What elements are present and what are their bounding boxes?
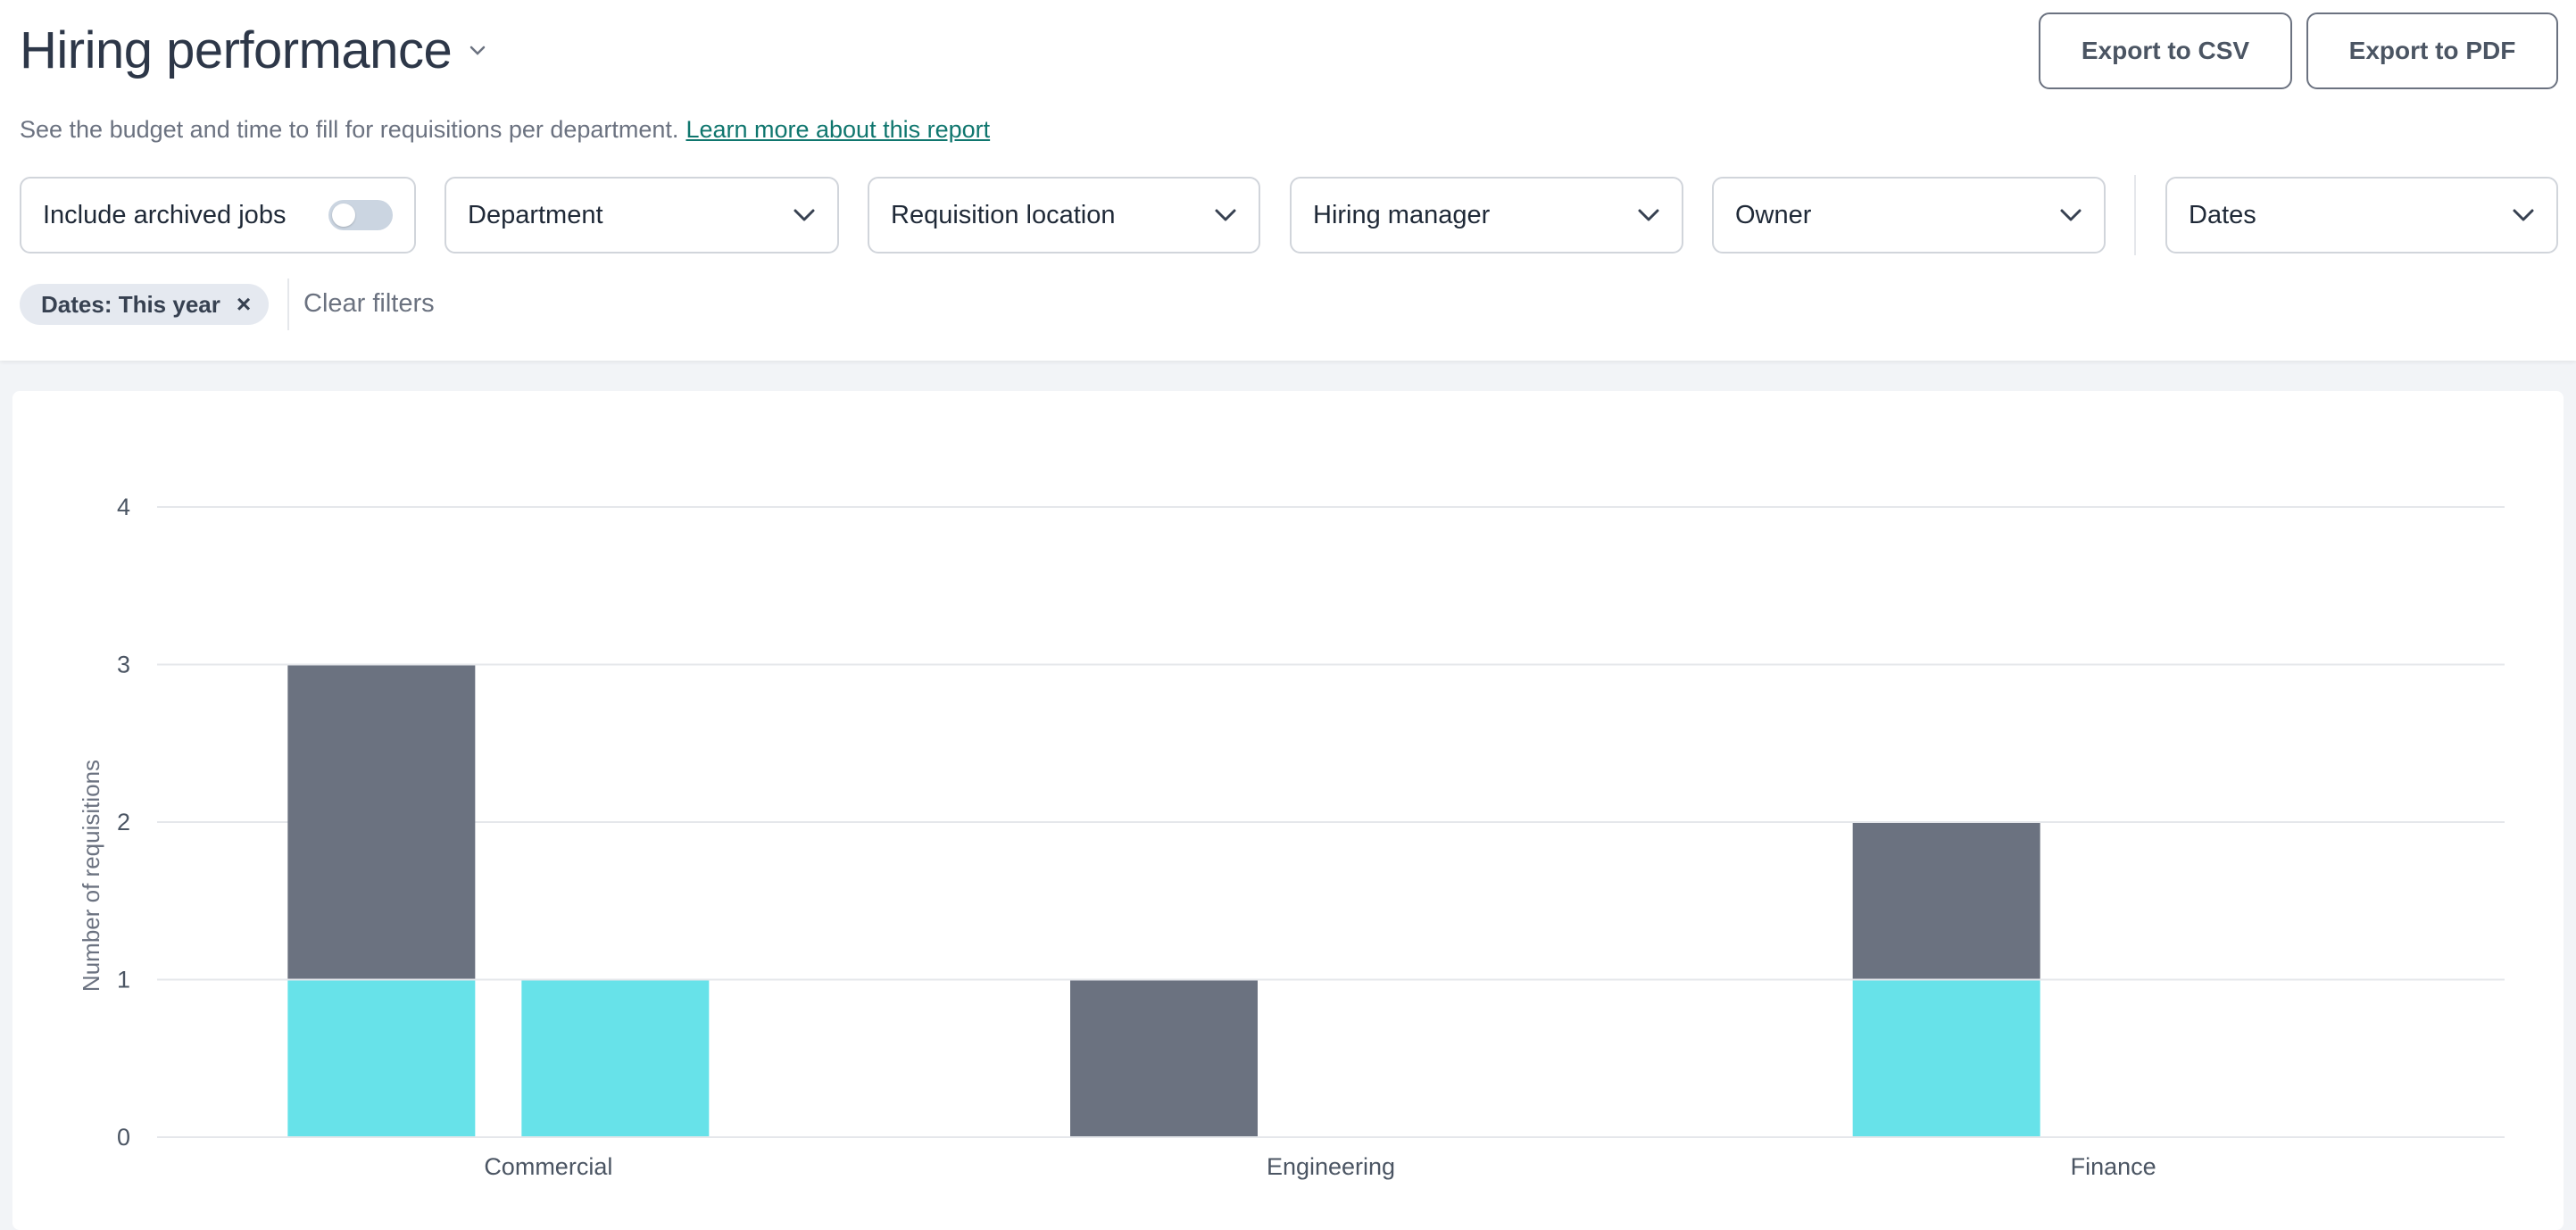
bar-segment[interactable] bbox=[1852, 823, 2040, 979]
owner-label: Owner bbox=[1735, 200, 1812, 229]
bar-segment[interactable] bbox=[1852, 980, 2040, 1137]
x-tick-label: Engineering bbox=[1267, 1153, 1395, 1180]
learn-more-link[interactable]: Learn more about this report bbox=[686, 116, 991, 143]
filter-divider bbox=[2134, 175, 2136, 255]
chevron-down-icon bbox=[1215, 209, 1236, 221]
y-tick-label: 2 bbox=[117, 809, 130, 835]
export-csv-button[interactable]: Export to CSV bbox=[2039, 12, 2292, 89]
y-tick-label: 1 bbox=[117, 967, 130, 993]
chart-card: 0 1 2 3 4 Commercial Engineering Finance Number… bbox=[12, 391, 2564, 1230]
department-label: Department bbox=[468, 200, 603, 229]
dates-label: Dates bbox=[2189, 200, 2256, 229]
bar-segment[interactable] bbox=[1070, 980, 1258, 1137]
include-archived-filter[interactable]: Include archived jobs bbox=[20, 177, 416, 253]
y-tick-label: 0 bbox=[117, 1124, 130, 1151]
x-tick-label: Finance bbox=[2071, 1153, 2156, 1180]
y-axis-title: Number of requisitions bbox=[78, 760, 104, 992]
chevron-down-icon bbox=[2060, 209, 2082, 221]
dates-filter-chip-label: Dates: This year bbox=[41, 290, 220, 318]
chart-grid bbox=[157, 506, 2505, 1138]
bar-segment[interactable] bbox=[521, 980, 710, 1137]
requisitions-bar-chart: 0 1 2 3 4 Commercial Engineering Finance Number… bbox=[78, 494, 2505, 1180]
department-dropdown[interactable]: Department bbox=[445, 177, 839, 253]
dates-filter-chip: Dates: This year × bbox=[20, 284, 270, 325]
owner-dropdown[interactable]: Owner bbox=[1712, 177, 2106, 253]
y-tick-label: 3 bbox=[117, 652, 130, 678]
export-pdf-button[interactable]: Export to PDF bbox=[2306, 12, 2558, 89]
bar-segment[interactable] bbox=[287, 980, 476, 1137]
page-title[interactable]: Hiring performance bbox=[20, 21, 453, 79]
chart-labels: 0 1 2 3 4 Commercial Engineering Finance bbox=[117, 494, 2156, 1180]
chart-bars bbox=[287, 665, 2040, 1137]
hiring-manager-label: Hiring manager bbox=[1313, 200, 1491, 229]
requisition-location-label: Requisition location bbox=[891, 200, 1116, 229]
report-header: Hiring performance Export to CSV Export … bbox=[0, 0, 2576, 361]
chevron-down-icon bbox=[2513, 209, 2534, 221]
dates-dropdown[interactable]: Dates bbox=[2165, 177, 2558, 253]
requisition-location-dropdown[interactable]: Requisition location bbox=[868, 177, 1260, 253]
y-tick-label: 4 bbox=[117, 494, 130, 520]
clear-filters-button[interactable]: Clear filters bbox=[303, 289, 435, 318]
chevron-down-icon bbox=[1638, 209, 1659, 221]
description-text: See the budget and time to fill for requ… bbox=[20, 116, 679, 143]
report-description: See the budget and time to fill for requ… bbox=[20, 116, 990, 144]
close-icon[interactable]: × bbox=[236, 290, 252, 318]
include-archived-label: Include archived jobs bbox=[43, 200, 287, 229]
chevron-down-icon[interactable] bbox=[468, 40, 487, 60]
include-archived-toggle[interactable] bbox=[328, 200, 393, 230]
bar-segment[interactable] bbox=[287, 665, 476, 979]
chip-divider bbox=[287, 278, 289, 330]
title-row[interactable]: Hiring performance bbox=[20, 12, 487, 87]
hiring-manager-dropdown[interactable]: Hiring manager bbox=[1290, 177, 1683, 253]
x-tick-label: Commercial bbox=[484, 1153, 612, 1180]
chevron-down-icon bbox=[794, 209, 815, 221]
